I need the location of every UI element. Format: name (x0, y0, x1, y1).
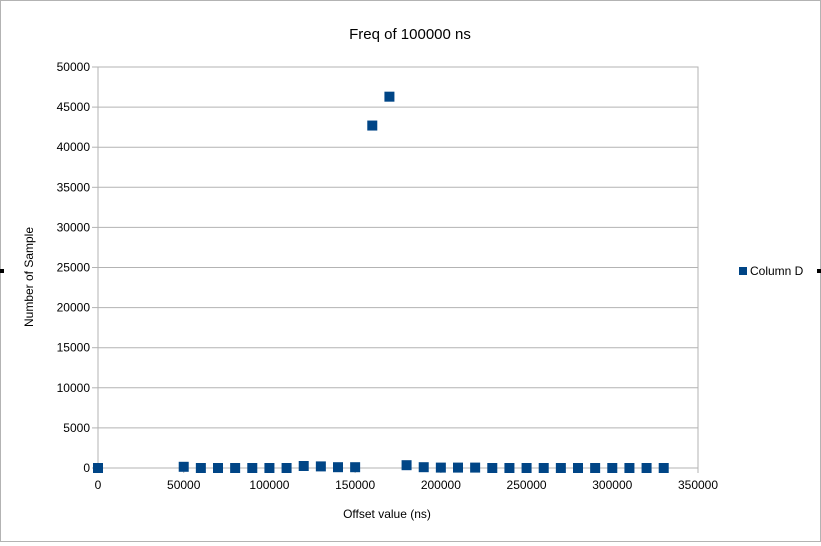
data-point (298, 460, 309, 471)
data-point (453, 462, 463, 473)
legend: Column D (739, 264, 804, 278)
data-point (658, 463, 669, 473)
x-tick-label: 0 (95, 478, 102, 492)
y-tick-label: 0 (83, 461, 90, 475)
y-tick-label: 20000 (57, 301, 91, 315)
data-point (401, 460, 412, 471)
data-point (384, 91, 395, 102)
data-point (418, 462, 429, 473)
data-point (555, 463, 566, 473)
data-point (470, 462, 481, 473)
data-point (504, 463, 515, 473)
y-axis-label: Number of Sample (22, 227, 36, 327)
data-point (213, 463, 223, 473)
y-tick-label: 45000 (57, 100, 91, 114)
x-tick-label: 250000 (507, 478, 547, 492)
data-point (93, 463, 103, 473)
chart-title: Freq of 100000 ns (349, 26, 471, 43)
data-point (521, 463, 532, 473)
y-axis-tick-labels: 0 5000 10000 15000 20000 25000 30000 35000 40000… (57, 60, 91, 475)
selection-handle-left[interactable] (0, 269, 4, 273)
data-point (264, 463, 275, 473)
x-axis-label: Offset value (ns) (343, 507, 431, 521)
legend-swatch (739, 267, 747, 275)
x-tick-label: 350000 (678, 478, 718, 492)
data-point (624, 463, 635, 473)
data-point (641, 463, 652, 473)
data-point (281, 463, 292, 473)
data-point (195, 463, 206, 473)
y-tick-label: 15000 (57, 341, 91, 355)
data-point (315, 461, 326, 472)
y-tick-label: 40000 (57, 140, 91, 154)
data-point (435, 462, 446, 473)
y-tick-label: 50000 (57, 60, 91, 74)
data-point (487, 463, 498, 473)
data-point (333, 462, 343, 473)
data-point (350, 462, 361, 473)
data-point (573, 463, 583, 473)
y-tick-label: 25000 (57, 261, 91, 275)
x-tick-label: 200000 (421, 478, 461, 492)
selection-handle-right[interactable] (817, 269, 821, 273)
x-tick-label: 150000 (335, 478, 375, 492)
plot-area (97, 66, 699, 469)
y-tick-label: 5000 (63, 421, 90, 435)
x-tick-label: 300000 (592, 478, 632, 492)
y-tick-label: 30000 (57, 220, 91, 234)
x-tick-label: 50000 (167, 478, 201, 492)
x-axis-tick-labels: 0 50000 100000 150000 200000 250000 300000 3500… (95, 478, 719, 492)
data-point (178, 461, 189, 472)
data-point (538, 463, 549, 473)
data-points (93, 91, 669, 473)
data-point (247, 463, 258, 473)
data-point (607, 463, 618, 473)
data-point (367, 120, 378, 131)
y-tick-label: 35000 (57, 180, 91, 194)
data-point (230, 463, 241, 473)
gridlines (92, 66, 699, 473)
x-tick-label: 100000 (249, 478, 289, 492)
data-point (590, 463, 601, 473)
legend-label-column-d: Column D (750, 264, 804, 278)
y-tick-label: 10000 (57, 381, 91, 395)
